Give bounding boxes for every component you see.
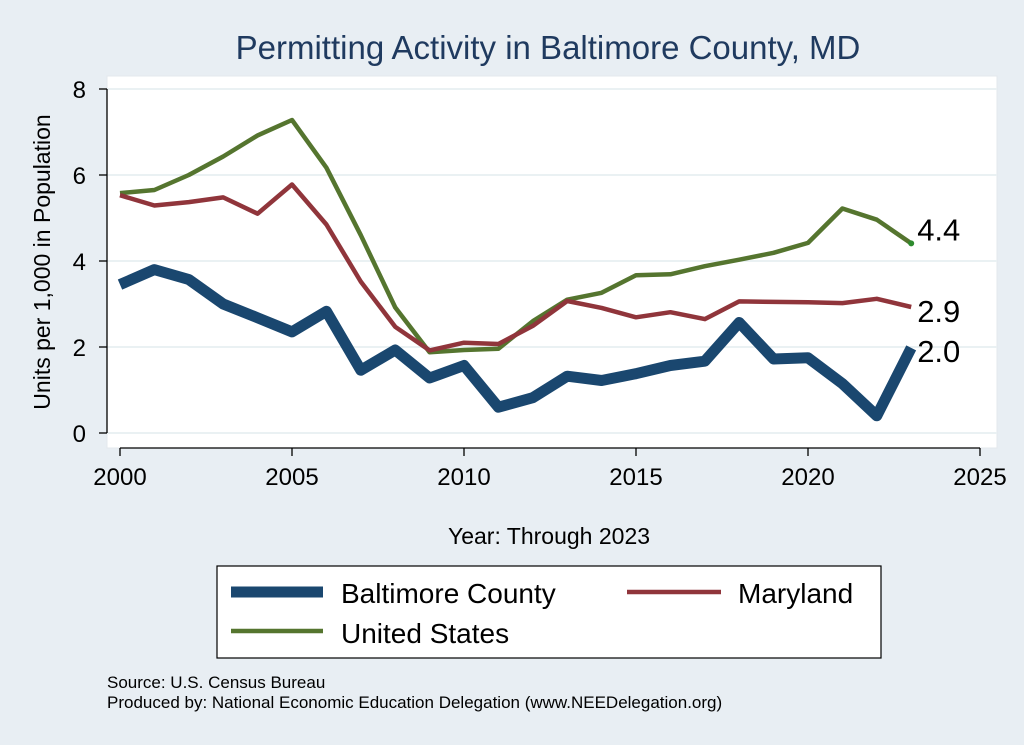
legend-label-united-states: United States — [341, 618, 509, 649]
y-tick-label-4: 4 — [73, 249, 86, 276]
y-tick-label-2: 2 — [73, 335, 86, 362]
series-line-baltimore-county — [117, 264, 917, 422]
end-label-maryland: 2.9 — [917, 294, 960, 329]
legend-box — [216, 565, 882, 659]
x-tick-label-2010: 2010 — [437, 464, 490, 491]
x-tick-label-2020: 2020 — [781, 464, 834, 491]
grid-lines — [107, 88, 997, 434]
producer-note: Produced by: National Economic Education… — [107, 693, 722, 712]
legend-label-maryland: Maryland — [738, 578, 853, 609]
end-label-baltimore-county: 2.0 — [917, 334, 960, 369]
legend: Baltimore County Maryland United States — [216, 565, 882, 659]
end-labels: 2.0 2.9 4.4 — [908, 212, 960, 369]
y-tick-label-6: 6 — [73, 163, 86, 190]
legend-label-baltimore-county: Baltimore County — [341, 578, 556, 609]
end-marker-united-states — [908, 240, 915, 247]
x-tick-label-2025: 2025 — [953, 464, 1006, 491]
x-tick-label-2005: 2005 — [265, 464, 318, 491]
source-note: Source: U.S. Census Bureau — [107, 673, 325, 692]
end-label-united-states: 4.4 — [917, 212, 960, 247]
x-tick-label-2000: 2000 — [93, 464, 146, 491]
axes: 0 2 4 6 8 2000 2005 2010 2015 2020 2025 — [73, 77, 1007, 491]
y-tick-label-8: 8 — [73, 77, 86, 104]
chart-title: Permitting Activity in Baltimore County,… — [236, 29, 861, 66]
series-lines — [117, 117, 917, 422]
x-tick-label-2015: 2015 — [609, 464, 662, 491]
x-axis-label: Year: Through 2023 — [448, 523, 650, 549]
series-line-maryland — [119, 182, 912, 353]
y-axis-label: Units per 1,000 in Population — [29, 114, 55, 409]
y-tick-label-0: 0 — [73, 421, 86, 448]
